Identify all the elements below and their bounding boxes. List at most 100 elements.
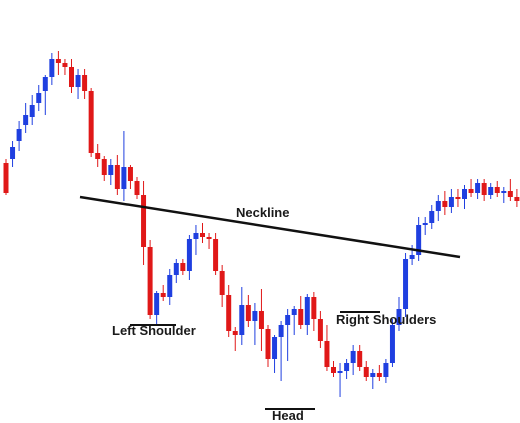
candle xyxy=(383,359,389,383)
candle xyxy=(324,325,330,371)
candle-body xyxy=(127,167,133,181)
candle-body xyxy=(245,305,251,321)
candle xyxy=(357,345,363,371)
candle xyxy=(481,179,487,201)
candle-body xyxy=(429,211,435,223)
candle xyxy=(239,287,245,345)
candle-body xyxy=(55,59,61,63)
candle-body xyxy=(494,187,500,193)
candle xyxy=(429,205,435,229)
candle-body xyxy=(186,239,192,271)
head-label: Head xyxy=(272,408,304,423)
candle-body xyxy=(337,371,343,373)
candle-body xyxy=(396,309,402,325)
candle-body xyxy=(88,91,94,153)
candle xyxy=(69,59,74,93)
candle xyxy=(62,59,68,75)
candle-body xyxy=(317,319,323,341)
candle xyxy=(468,179,474,197)
candle xyxy=(265,325,271,367)
candle-body xyxy=(3,163,9,193)
candle xyxy=(95,144,101,167)
candle-body xyxy=(501,191,507,193)
candle-body xyxy=(409,255,415,259)
candle xyxy=(376,365,382,381)
candle-body xyxy=(36,93,42,103)
candle-body xyxy=(49,59,55,77)
candle xyxy=(213,233,219,275)
candle xyxy=(193,225,199,255)
candle xyxy=(331,361,336,377)
candle-body xyxy=(481,183,487,195)
candle-body xyxy=(114,165,120,189)
candle xyxy=(200,223,205,243)
candle xyxy=(134,177,140,199)
candle-body xyxy=(95,153,101,159)
candle-body xyxy=(239,305,245,335)
candle-body xyxy=(69,67,74,87)
candle-body xyxy=(442,201,448,207)
candle xyxy=(88,88,94,157)
candle xyxy=(108,159,114,185)
candle-body xyxy=(344,363,350,371)
candle xyxy=(226,285,232,337)
candle xyxy=(389,319,395,367)
left-shoulder-label: Left Shoulder xyxy=(112,323,196,338)
candle-body xyxy=(180,263,186,271)
candle xyxy=(55,51,61,75)
candle xyxy=(219,265,225,307)
candle-body xyxy=(193,233,199,239)
candle-body xyxy=(389,325,395,363)
candle xyxy=(435,195,441,221)
candle xyxy=(167,269,173,305)
candle xyxy=(42,75,48,115)
candle xyxy=(350,345,356,375)
candle xyxy=(291,306,297,335)
candle xyxy=(75,69,81,99)
candle xyxy=(258,289,264,351)
candle xyxy=(206,233,212,249)
candle-body xyxy=(363,367,369,377)
candle xyxy=(101,156,107,181)
candle xyxy=(370,369,376,389)
candle xyxy=(36,85,42,111)
candle xyxy=(186,235,192,280)
candle xyxy=(396,297,402,331)
candle xyxy=(154,291,160,325)
candle xyxy=(141,181,147,265)
candle-body xyxy=(101,159,107,175)
candle-body xyxy=(134,181,140,195)
candle-body xyxy=(462,189,467,199)
candle-body xyxy=(435,201,441,211)
candle-body xyxy=(304,297,310,325)
candle xyxy=(10,141,16,167)
candle xyxy=(363,361,369,381)
candle xyxy=(173,259,179,283)
neckline xyxy=(79,195,461,259)
candle-body xyxy=(350,351,356,363)
candle-body xyxy=(42,77,48,91)
candle-body xyxy=(23,115,29,125)
candle-body xyxy=(16,129,22,141)
candle xyxy=(29,95,35,125)
candle-body xyxy=(141,195,147,247)
candle-body xyxy=(448,197,454,207)
candle xyxy=(304,294,310,335)
candle-body xyxy=(108,165,114,175)
candle-body xyxy=(383,363,389,377)
neckline-label: Neckline xyxy=(236,205,290,220)
candle xyxy=(23,103,29,133)
candle-body xyxy=(167,275,173,297)
candle-body xyxy=(206,237,212,239)
candle xyxy=(180,259,186,275)
candle-body xyxy=(232,331,238,335)
candle xyxy=(114,155,120,195)
candle xyxy=(272,335,278,373)
candle xyxy=(337,363,343,397)
candle-body xyxy=(160,293,166,297)
candle-body xyxy=(278,325,284,337)
candle-body xyxy=(265,329,271,359)
candle-body xyxy=(272,337,278,359)
candle xyxy=(462,185,467,209)
